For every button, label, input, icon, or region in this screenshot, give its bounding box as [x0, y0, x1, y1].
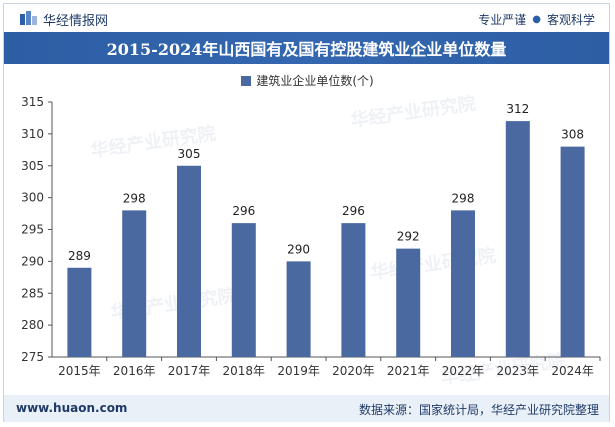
website-link[interactable]: www.huaon.com: [16, 401, 128, 415]
tagline-right: 客观科学: [546, 13, 595, 27]
x-tick-label: 2020年: [332, 364, 375, 378]
y-tick-label: 280: [21, 318, 44, 332]
y-tick-label: 315: [21, 95, 44, 109]
bar: [122, 210, 147, 357]
y-tick-label: 300: [21, 191, 44, 205]
bar: [177, 165, 201, 357]
bar: [505, 121, 530, 357]
x-tick-label: 2018年: [223, 364, 266, 378]
data-label: 296: [232, 204, 255, 218]
x-tick-label: 2021年: [387, 364, 430, 378]
data-source: 数据来源：国家统计局，华经产业研究院整理: [358, 403, 599, 417]
bullet-icon: ●: [532, 14, 541, 25]
footer: www.huaon.com 数据来源：国家统计局，华经产业研究院整理: [4, 395, 609, 422]
x-tick-label: 2019年: [277, 364, 320, 378]
brand[interactable]: 华经情报网: [20, 10, 109, 29]
y-tick-label: 295: [21, 223, 44, 237]
bar: [396, 248, 421, 357]
data-label: 296: [342, 204, 365, 218]
brand-name: 华经情报网: [43, 13, 109, 29]
x-tick-label: 2015年: [58, 364, 101, 378]
x-tick-label: 2023年: [497, 364, 540, 378]
bar: [231, 223, 256, 357]
x-tick-label: 2016年: [113, 364, 156, 378]
data-label: 298: [123, 191, 146, 205]
chart-title: 2015-2024年山西国有及国有控股建筑业企业单位数量: [4, 32, 609, 64]
bar: [67, 267, 92, 357]
tagline-left: 专业严谨: [478, 13, 527, 27]
legend-swatch: [241, 75, 252, 86]
y-tick-label: 305: [21, 159, 44, 173]
x-tick-label: 2022年: [442, 364, 485, 378]
bar: [286, 261, 311, 357]
legend: 建筑业企业单位数(个): [0, 72, 615, 89]
x-tick-label: 2024年: [551, 364, 594, 378]
bar: [560, 146, 585, 357]
x-tick-label: 2017年: [168, 364, 211, 378]
data-label: 290: [287, 242, 310, 256]
bar: [341, 223, 366, 357]
y-tick-label: 275: [21, 350, 44, 364]
top-bar: 华经情报网 专业严谨 ● 客观科学: [4, 4, 609, 32]
y-tick-label: 290: [21, 254, 44, 268]
y-tick-label: 285: [21, 286, 44, 300]
bar: [451, 210, 475, 357]
legend-label: 建筑业企业单位数(个): [256, 74, 374, 88]
data-label: 289: [68, 249, 91, 263]
data-label: 312: [506, 102, 529, 116]
data-label: 308: [561, 128, 584, 142]
data-label: 292: [397, 230, 420, 244]
data-label: 305: [178, 147, 201, 161]
y-tick-label: 310: [21, 127, 44, 141]
tagline: 专业严谨 ● 客观科学: [478, 11, 595, 28]
brand-logo-icon: [20, 11, 37, 25]
data-label: 298: [452, 191, 475, 205]
